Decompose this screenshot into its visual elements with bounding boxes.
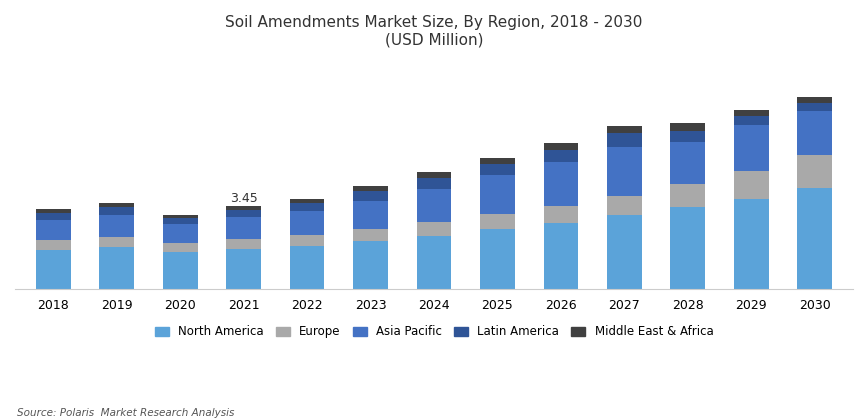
Bar bbox=[290, 246, 325, 289]
Bar bbox=[353, 229, 388, 241]
Bar bbox=[798, 155, 832, 188]
Bar bbox=[670, 131, 706, 142]
Bar bbox=[417, 236, 451, 289]
Bar bbox=[353, 201, 388, 229]
Bar bbox=[543, 223, 578, 289]
Bar bbox=[670, 142, 706, 184]
Bar bbox=[607, 133, 642, 147]
Bar bbox=[798, 188, 832, 289]
Bar bbox=[734, 116, 769, 125]
Bar bbox=[353, 191, 388, 201]
Bar bbox=[670, 184, 706, 207]
Bar bbox=[36, 209, 70, 213]
Bar bbox=[417, 222, 451, 236]
Bar bbox=[99, 203, 134, 207]
Bar bbox=[99, 207, 134, 215]
Bar bbox=[798, 97, 832, 102]
Text: 3.45: 3.45 bbox=[230, 192, 258, 205]
Bar bbox=[607, 147, 642, 196]
Bar bbox=[353, 186, 388, 191]
Bar bbox=[417, 189, 451, 222]
Bar bbox=[226, 210, 261, 217]
Bar bbox=[162, 218, 198, 224]
Bar bbox=[226, 249, 261, 289]
Bar bbox=[290, 235, 325, 246]
Bar bbox=[543, 143, 578, 150]
Title: Soil Amendments Market Size, By Region, 2018 - 2030
(USD Million): Soil Amendments Market Size, By Region, … bbox=[226, 15, 642, 47]
Bar bbox=[99, 215, 134, 237]
Bar bbox=[226, 217, 261, 239]
Bar bbox=[226, 206, 261, 210]
Bar bbox=[607, 196, 642, 215]
Bar bbox=[607, 126, 642, 133]
Bar bbox=[480, 175, 515, 214]
Bar bbox=[734, 171, 769, 199]
Legend: North America, Europe, Asia Pacific, Latin America, Middle East & Africa: North America, Europe, Asia Pacific, Lat… bbox=[150, 320, 718, 343]
Bar bbox=[226, 239, 261, 249]
Bar bbox=[798, 102, 832, 111]
Bar bbox=[734, 110, 769, 116]
Bar bbox=[670, 207, 706, 289]
Bar bbox=[36, 213, 70, 220]
Bar bbox=[162, 243, 198, 252]
Bar bbox=[670, 123, 706, 131]
Bar bbox=[99, 237, 134, 247]
Bar bbox=[607, 215, 642, 289]
Bar bbox=[417, 172, 451, 178]
Bar bbox=[162, 252, 198, 289]
Bar bbox=[290, 211, 325, 235]
Bar bbox=[417, 178, 451, 189]
Bar bbox=[36, 240, 70, 250]
Bar bbox=[798, 111, 832, 155]
Bar bbox=[36, 220, 70, 240]
Bar bbox=[734, 125, 769, 171]
Bar bbox=[480, 229, 515, 289]
Bar bbox=[543, 150, 578, 162]
Bar bbox=[99, 247, 134, 289]
Bar bbox=[734, 199, 769, 289]
Bar bbox=[480, 164, 515, 175]
Text: Source: Polaris  Market Research Analysis: Source: Polaris Market Research Analysis bbox=[17, 408, 234, 418]
Bar bbox=[543, 162, 578, 206]
Bar bbox=[353, 241, 388, 289]
Bar bbox=[290, 199, 325, 203]
Bar bbox=[543, 206, 578, 223]
Bar bbox=[480, 214, 515, 229]
Bar bbox=[480, 158, 515, 164]
Bar bbox=[162, 215, 198, 218]
Bar bbox=[290, 203, 325, 211]
Bar bbox=[162, 224, 198, 243]
Bar bbox=[36, 250, 70, 289]
